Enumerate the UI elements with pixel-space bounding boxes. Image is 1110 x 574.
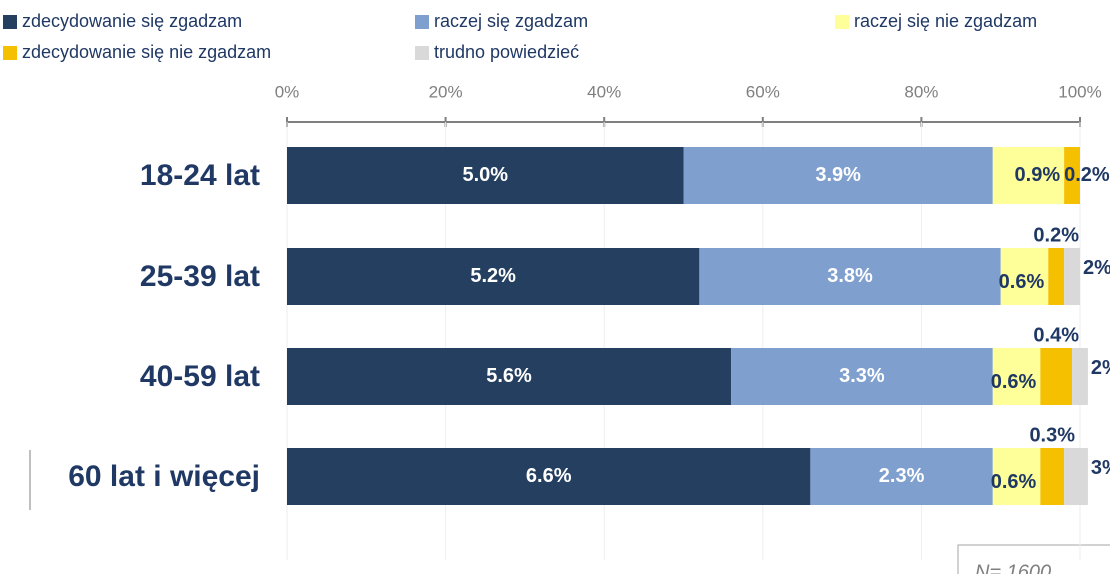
legend-swatch — [3, 15, 17, 29]
legend-swatch — [835, 15, 849, 29]
x-tick-label: 100% — [1058, 82, 1101, 101]
bar-segment — [1064, 448, 1088, 505]
bar-segment — [992, 348, 1041, 405]
bar-segment — [1072, 348, 1088, 405]
bar-segment — [992, 147, 1065, 204]
bar-segment — [699, 248, 1001, 305]
data-label: 6.6% — [526, 465, 572, 487]
legend-label: trudno powiedzieć — [434, 42, 579, 62]
data-label: 3% — [1091, 457, 1110, 479]
data-label: 2% — [1091, 357, 1110, 379]
bar-segment — [1000, 248, 1049, 305]
category-label-box: 18-24 lat — [139, 158, 260, 192]
x-tick-label: 20% — [429, 82, 463, 101]
annotation-box — [957, 544, 1110, 574]
x-tick-label: 0% — [275, 82, 300, 101]
data-label: 3.9% — [815, 164, 861, 186]
legend-label: zdecydowanie się zgadzam — [22, 11, 242, 31]
bar-segment — [683, 147, 993, 204]
bar-segment — [287, 248, 700, 305]
category-label: 60 lat i więcej — [68, 459, 260, 493]
bar-segment — [1048, 248, 1065, 305]
bar-segment — [1040, 348, 1073, 405]
data-label: 0.4% — [1033, 324, 1079, 346]
data-label: 0.6% — [991, 371, 1037, 393]
bar-segment — [992, 448, 1041, 505]
data-label: 0.9% — [1015, 164, 1061, 186]
data-label: 5.6% — [486, 365, 532, 387]
bar-segment — [287, 348, 732, 405]
data-label: 0.6% — [999, 271, 1045, 293]
data-label: 2% — [1083, 257, 1110, 279]
x-tick-label: 40% — [587, 82, 621, 101]
annotation: N= 1600 — [975, 561, 1051, 574]
data-label: 0.2% — [1033, 224, 1079, 246]
legend-swatch — [415, 46, 429, 60]
data-label: 5.2% — [470, 265, 516, 287]
data-label: 3.8% — [827, 265, 873, 287]
bar-segment — [1064, 248, 1080, 305]
legend-label: raczej się nie zgadzam — [854, 11, 1037, 31]
legend-label: zdecydowanie się nie zgadzam — [22, 42, 271, 62]
data-label: 0.2% — [1064, 164, 1110, 186]
bar-segment — [731, 348, 993, 405]
data-label: 0.3% — [1029, 424, 1075, 446]
data-label: 2.3% — [879, 465, 925, 487]
category-label-box: 25-39 lat — [139, 259, 260, 293]
x-tick-label: 80% — [904, 82, 938, 101]
data-label: 3.3% — [839, 365, 885, 387]
bar-segment — [287, 147, 684, 204]
bar-segment — [810, 448, 993, 505]
legend-swatch — [415, 15, 429, 29]
data-label: 5.0% — [462, 164, 508, 186]
bar-segment — [287, 448, 811, 505]
category-label-box: 60 lat i więcej — [68, 459, 260, 493]
legend-swatch — [3, 46, 17, 60]
category-label: 18-24 lat — [139, 158, 260, 192]
data-label: 0.6% — [991, 471, 1037, 493]
legend-label: raczej się zgadzam — [434, 11, 588, 31]
category-label-box: 40-59 lat — [139, 359, 260, 393]
x-tick-label: 60% — [746, 82, 780, 101]
category-label: 25-39 lat — [139, 259, 260, 293]
bar-segment — [1064, 147, 1080, 204]
category-label: 40-59 lat — [139, 359, 260, 393]
bar-segment — [1040, 448, 1065, 505]
